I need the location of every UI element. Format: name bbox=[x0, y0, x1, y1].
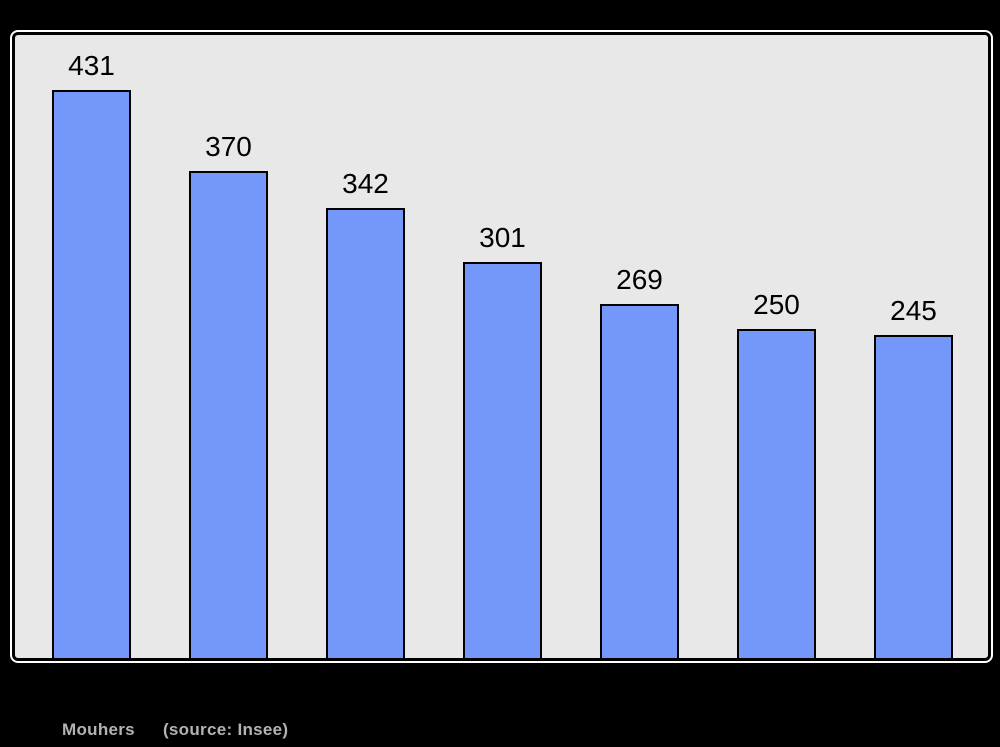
bar bbox=[463, 262, 542, 658]
bar-value-label: 269 bbox=[616, 263, 663, 295]
bar-value-label: 245 bbox=[890, 294, 937, 326]
bar-value-label: 431 bbox=[68, 49, 115, 81]
bar bbox=[189, 171, 268, 658]
bar-value-label: 301 bbox=[479, 221, 526, 253]
bar bbox=[52, 90, 131, 658]
chart-frame: 431 370 342 301 269 250 245 bbox=[12, 32, 991, 661]
bar-value-label: 370 bbox=[205, 130, 252, 162]
bar bbox=[874, 335, 953, 658]
plot-area: 431 370 342 301 269 250 245 bbox=[15, 35, 988, 658]
bar bbox=[600, 304, 679, 658]
bar bbox=[737, 329, 816, 658]
bar-value-label: 342 bbox=[342, 167, 389, 199]
bar-value-label: 250 bbox=[753, 288, 800, 320]
caption: Mouhers (source: Insee) bbox=[62, 720, 288, 740]
commune-name-label: Mouhers bbox=[62, 720, 135, 739]
bar bbox=[326, 208, 405, 658]
source-label: (source: Insee) bbox=[162, 720, 289, 739]
